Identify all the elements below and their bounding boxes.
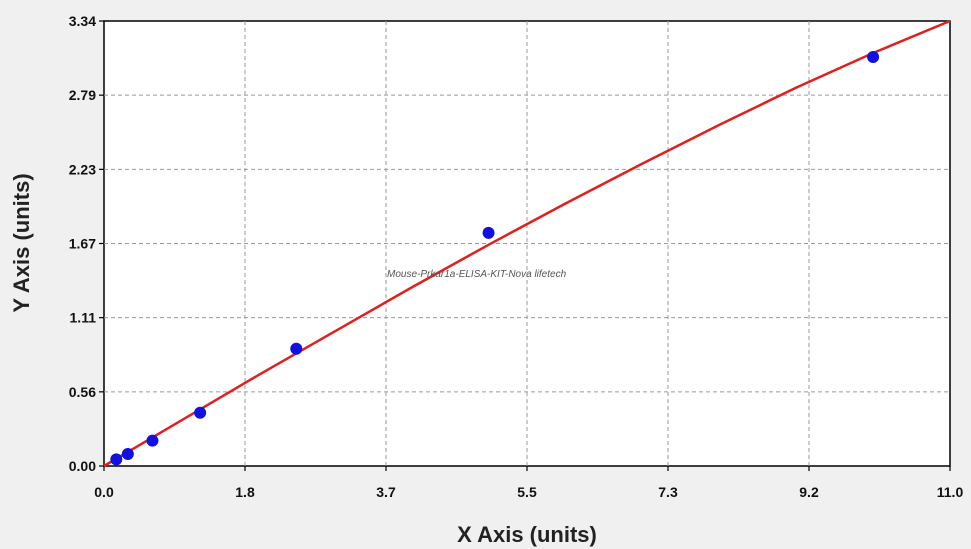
x-tick-label: 7.3 [658,484,678,500]
x-tick-label: 5.5 [517,484,537,500]
data-point [194,406,207,419]
y-tick-label: 0.00 [69,458,96,474]
y-tick-label: 2.23 [69,161,96,177]
data-point [290,342,303,355]
data-point [867,50,880,63]
fit-curve [103,19,951,468]
data-point [110,453,123,466]
y-tick-label: 0.56 [69,384,96,400]
x-tick-label: 1.8 [235,484,255,500]
x-tick-label: 3.7 [376,484,396,500]
data-point [482,226,495,239]
fit-curve-layer [103,19,951,468]
data-point [121,448,134,461]
y-tick-label: 3.34 [69,13,96,29]
x-tick-label: 0.0 [94,484,114,500]
data-point [146,434,159,447]
watermark-annotation: Mouse-Prkar1a-ELISA-KIT-Nova lifetech [387,269,567,280]
data-points-layer [110,50,880,466]
x-axis-title: X Axis (units) [457,522,597,547]
x-tick-label: 9.2 [799,484,819,500]
y-tick-label: 1.67 [69,236,96,252]
x-tick-label: 11.0 [937,484,964,500]
y-axis-title: Y Axis (units) [9,173,34,312]
grid-lines [104,21,950,466]
y-tick-label: 1.11 [70,310,97,326]
axis-ticks: 0.0 1.8 3.7 5.5 7.3 9.2 11.0 0.00 0.56 1.11 1.67 2.… [69,13,964,500]
y-tick-label: 2.79 [69,87,96,103]
